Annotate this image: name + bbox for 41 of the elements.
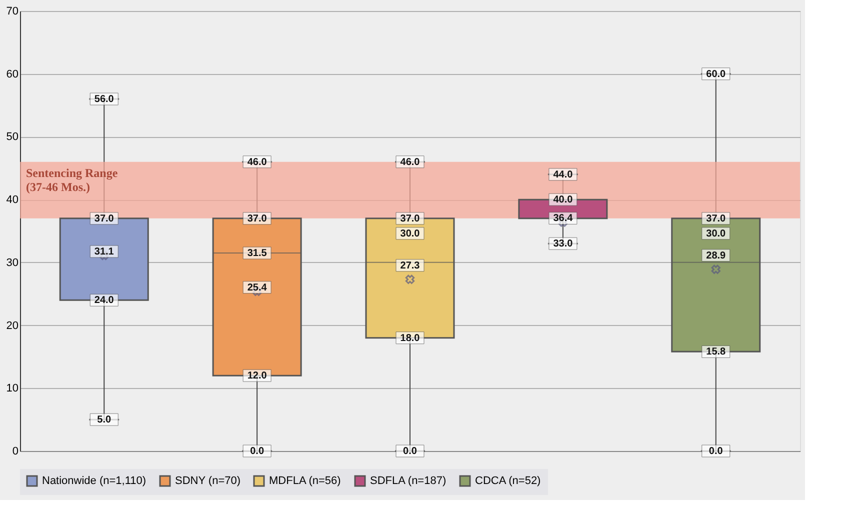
text: 37.0 (247, 213, 267, 224)
text: 44.0 (553, 169, 573, 180)
legend-label: Nationwide (n=1,110) (42, 475, 146, 487)
text: 30.0 (400, 228, 420, 240)
text: 37.0 (94, 213, 114, 224)
text: 0.0 (250, 446, 264, 457)
text: 0.0 (403, 446, 417, 457)
text: 24.0 (94, 295, 114, 306)
y-tick-label: 70 (6, 6, 18, 18)
text: 0.0 (708, 446, 723, 457)
text: 40.0 (553, 194, 573, 206)
text: 46.0 (247, 156, 267, 168)
y-tick-label: 30 (6, 256, 18, 269)
y-tick-label: 10 (6, 382, 18, 395)
y-tick-label: 50 (6, 131, 18, 144)
legend-label: SDFLA (n=187) (370, 475, 446, 487)
text: 31.1 (94, 246, 114, 258)
text: 5.0 (97, 414, 112, 426)
text: 37.0 (400, 213, 420, 224)
text: 36.4 (553, 213, 573, 224)
legend-label: MDFLA (n=56) (269, 475, 341, 487)
text: 25.4 (247, 282, 267, 294)
text: 46.0 (400, 156, 420, 168)
legend-label: SDNY (n=70) (175, 475, 241, 487)
text: 18.0 (400, 332, 420, 344)
text: 56.0 (94, 94, 114, 105)
text: 33.0 (553, 238, 573, 250)
legend-label: CDCA (n=52) (475, 475, 541, 487)
text: 28.9 (706, 250, 726, 262)
y-tick-label: 40 (6, 194, 18, 206)
text: 37.0 (706, 213, 726, 224)
text: 12.0 (247, 370, 267, 382)
text: 30.0 (706, 228, 726, 240)
text: 31.5 (247, 248, 267, 259)
band-label: Sentencing Range (37-46 Mos.) (26, 166, 118, 194)
y-tick-label: 0 (12, 446, 18, 458)
text: 60.0 (706, 68, 726, 80)
y-tick-label: 60 (6, 68, 18, 80)
text: 27.3 (400, 260, 420, 272)
text: 15.8 (706, 346, 726, 358)
y-tick-label: 20 (6, 320, 18, 332)
